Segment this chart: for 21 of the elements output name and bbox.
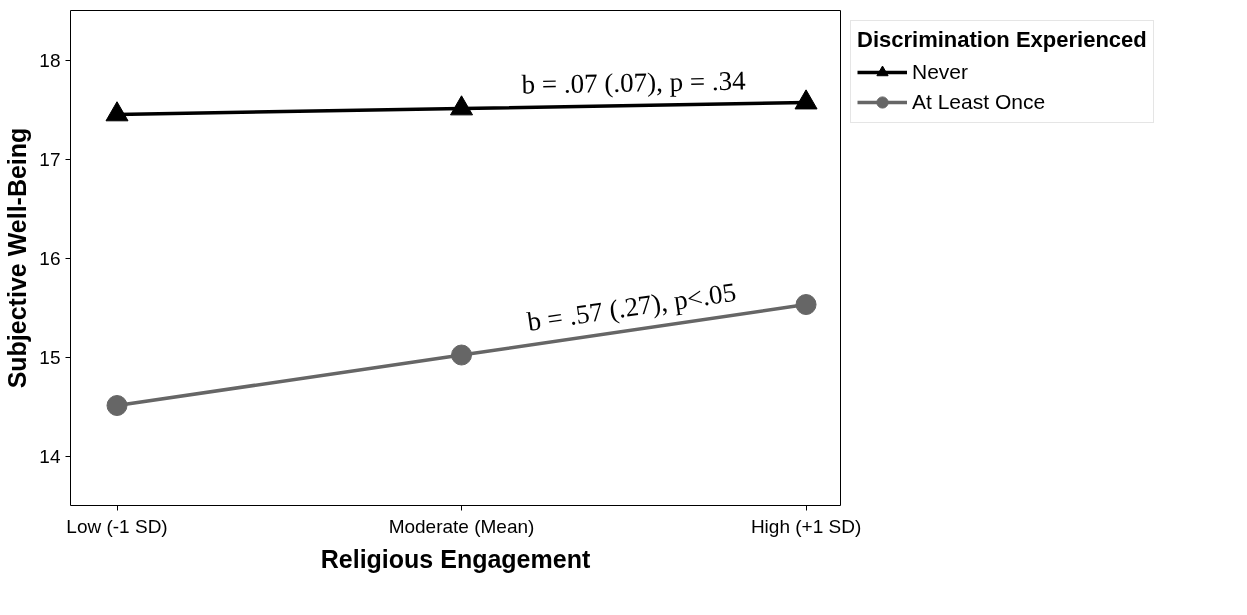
- x-axis-title: Religious Engagement: [320, 544, 591, 573]
- x-tick-label: High (+1 SD): [750, 515, 862, 537]
- y-tick-label: 18: [39, 49, 61, 71]
- y-tick-label: 15: [39, 346, 61, 368]
- y-tick-label: 17: [39, 148, 61, 170]
- point: [795, 294, 817, 316]
- y-axis-title: Subjective Well-Being: [3, 127, 32, 389]
- point: [105, 101, 129, 122]
- point: [450, 95, 474, 116]
- x-tick-label: Moderate (Mean): [388, 515, 535, 537]
- annotation: b = .57 (.27), p<.05: [525, 276, 738, 338]
- y-tick-label: 16: [39, 247, 61, 269]
- legend-label: At Least Once: [912, 90, 1046, 114]
- point: [794, 89, 818, 110]
- legend-title: Discrimination Experienced: [857, 27, 1147, 53]
- y-tick-label: 14: [39, 445, 61, 467]
- point: [106, 395, 128, 416]
- x-tick-label: Low (-1 SD): [66, 515, 168, 537]
- point: [451, 344, 473, 366]
- legend-label: Never: [912, 60, 969, 84]
- annotation: b = .07 (.07), p = .34: [521, 65, 747, 100]
